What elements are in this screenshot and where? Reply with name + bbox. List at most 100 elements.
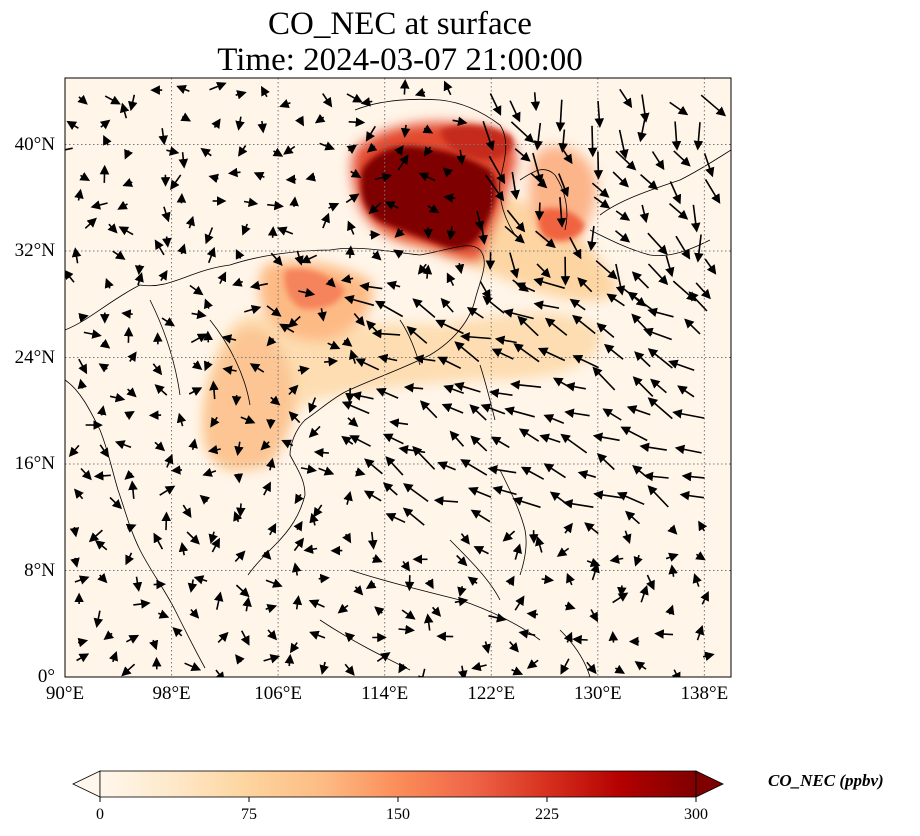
wind-arrow bbox=[257, 120, 268, 134]
wind-arrow bbox=[534, 202, 545, 221]
wind-arrow bbox=[616, 491, 645, 506]
wind-arrow bbox=[134, 264, 145, 276]
wind-arrow bbox=[322, 93, 333, 108]
wind-arrow bbox=[533, 300, 560, 310]
wind-arrow bbox=[161, 317, 176, 327]
wind-arrow bbox=[243, 197, 259, 208]
wind-arrow bbox=[647, 307, 674, 318]
wind-arrow bbox=[511, 666, 524, 676]
wind-arrow bbox=[340, 274, 354, 284]
wind-arrow bbox=[293, 520, 303, 532]
wind-arrow bbox=[669, 181, 682, 205]
wind-arrow bbox=[260, 440, 271, 451]
wind-arrow bbox=[509, 252, 520, 279]
lon-tick-label: 130°E bbox=[573, 683, 622, 704]
wind-arrow bbox=[606, 293, 625, 307]
lat-tick-label: 8°N bbox=[24, 559, 55, 581]
wind-arrow bbox=[504, 225, 525, 244]
wind-arrow bbox=[481, 641, 491, 654]
wind-arrow bbox=[489, 93, 502, 116]
wind-arrow bbox=[669, 101, 689, 116]
wind-arrow bbox=[124, 148, 134, 160]
wind-arrow bbox=[646, 574, 655, 591]
wind-arrow bbox=[572, 314, 596, 335]
wind-arrow bbox=[614, 664, 626, 674]
wind-arrow bbox=[213, 591, 224, 610]
wind-arrow bbox=[510, 121, 535, 144]
wind-arrow bbox=[700, 94, 727, 117]
wind-arrow bbox=[454, 341, 480, 363]
wind-arrow bbox=[399, 79, 410, 95]
wind-arrow bbox=[126, 634, 140, 644]
wind-arrow bbox=[637, 116, 647, 143]
wind-arrow bbox=[94, 539, 108, 551]
wind-vector-field bbox=[65, 79, 727, 677]
wind-arrow bbox=[694, 234, 704, 263]
wind-arrow bbox=[440, 297, 454, 313]
wind-arrow bbox=[643, 471, 669, 482]
wind-arrow bbox=[433, 496, 459, 506]
wind-arrow bbox=[406, 325, 428, 344]
wind-arrow bbox=[400, 560, 411, 572]
wind-arrow bbox=[78, 358, 88, 375]
wind-arrow bbox=[202, 467, 217, 477]
wind-arrow bbox=[221, 334, 237, 344]
colorbar-tick-label: 0 bbox=[96, 806, 104, 823]
wind-arrow bbox=[300, 464, 318, 474]
wind-arrow bbox=[344, 632, 356, 643]
wind-arrow bbox=[317, 308, 327, 322]
wind-arrow bbox=[639, 584, 649, 603]
wind-arrow bbox=[367, 531, 378, 550]
wind-arrow bbox=[283, 145, 296, 155]
wind-arrow bbox=[234, 550, 246, 563]
wind-arrow bbox=[560, 433, 588, 454]
wind-arrow bbox=[437, 356, 462, 370]
lat-tick-label: 24°N bbox=[14, 346, 55, 368]
wind-arrow bbox=[261, 85, 270, 98]
wind-arrow bbox=[377, 353, 398, 364]
wind-arrow bbox=[265, 603, 278, 614]
wind-arrow bbox=[389, 418, 409, 428]
wind-arrow bbox=[435, 319, 464, 335]
wind-arrow bbox=[325, 277, 336, 288]
wind-arrow bbox=[199, 494, 211, 505]
wind-arrow bbox=[453, 382, 481, 393]
wind-arrow bbox=[437, 461, 456, 471]
wind-arrow bbox=[515, 282, 536, 293]
wind-arrow bbox=[674, 444, 702, 455]
wind-arrow bbox=[235, 584, 250, 598]
wind-arrow bbox=[502, 530, 516, 542]
colorbar-max-extend bbox=[695, 770, 724, 798]
wind-arrow bbox=[460, 332, 491, 342]
wind-arrow bbox=[423, 146, 434, 157]
wind-arrow bbox=[647, 397, 673, 420]
wind-arrow bbox=[303, 544, 318, 554]
wind-arrow bbox=[187, 579, 198, 593]
wind-arrow bbox=[267, 629, 278, 641]
wind-arrow bbox=[99, 119, 111, 130]
wind-arrow bbox=[473, 546, 489, 555]
wind-arrow bbox=[702, 651, 715, 661]
wind-arrow bbox=[124, 411, 135, 421]
wind-arrow bbox=[93, 471, 111, 481]
wind-arrow bbox=[482, 121, 495, 151]
wind-arrow bbox=[153, 532, 164, 550]
wind-arrow bbox=[443, 80, 453, 96]
wind-arrow bbox=[69, 526, 80, 538]
wind-arrow bbox=[308, 425, 321, 438]
wind-arrow bbox=[593, 196, 611, 209]
wind-arrow bbox=[291, 562, 302, 576]
wind-arrow bbox=[615, 210, 631, 221]
wind-arrow bbox=[586, 661, 597, 675]
wind-arrow bbox=[309, 512, 319, 526]
wind-arrow bbox=[397, 154, 409, 171]
wind-arrow bbox=[612, 171, 629, 188]
wind-arrow bbox=[467, 576, 479, 587]
wind-arrow bbox=[342, 532, 352, 544]
wind-arrow bbox=[470, 509, 491, 523]
wind-arrow bbox=[431, 606, 442, 617]
wind-arrow bbox=[617, 585, 627, 597]
wind-arrow bbox=[382, 482, 398, 496]
wind-arrow bbox=[650, 378, 667, 394]
wind-arrow bbox=[266, 305, 282, 317]
